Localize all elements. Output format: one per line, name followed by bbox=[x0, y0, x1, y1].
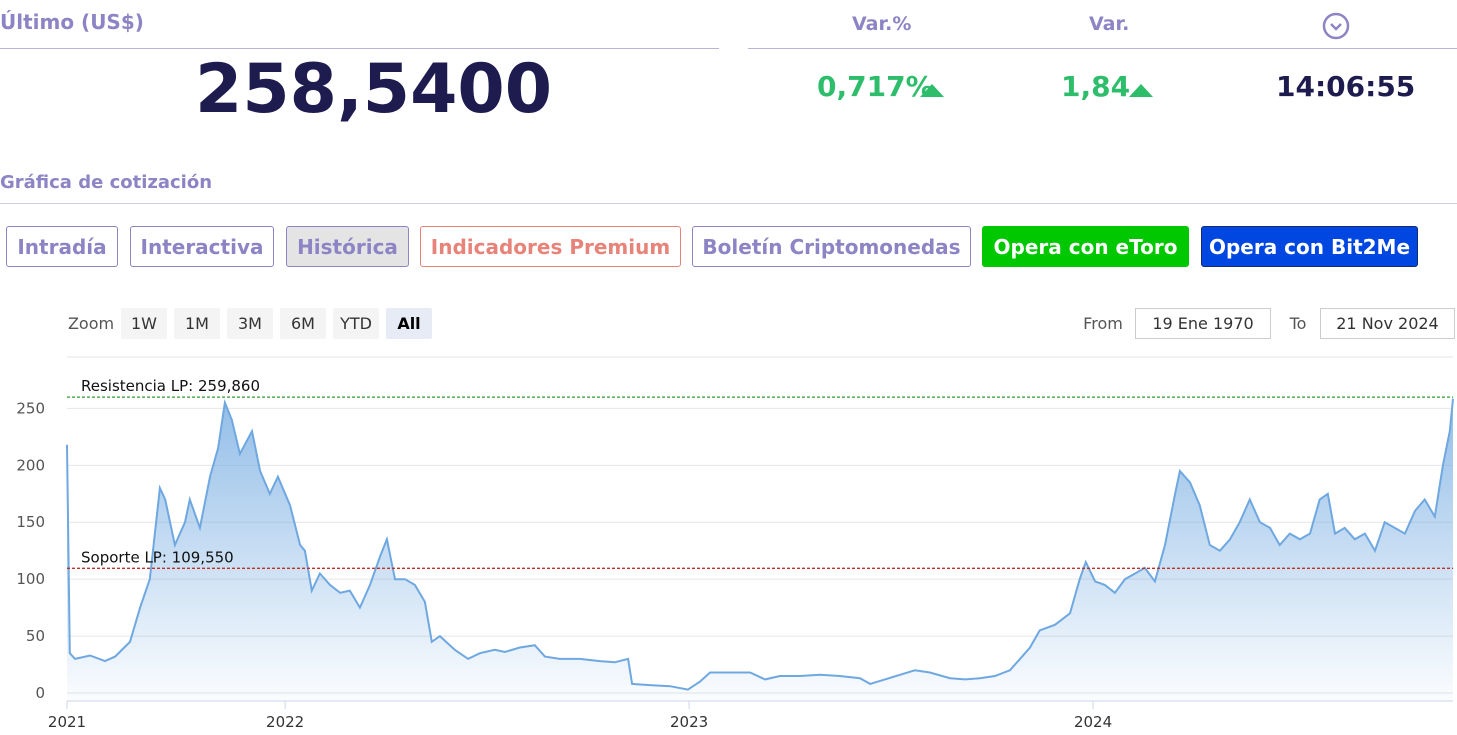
change-pct: 0,717% bbox=[817, 70, 934, 103]
up-arrow bbox=[920, 84, 944, 97]
change: 1,84 bbox=[1061, 70, 1131, 103]
up-arrow bbox=[1129, 84, 1153, 97]
zoom-button[interactable]: 6M bbox=[280, 308, 326, 339]
zoom-button[interactable]: 1W bbox=[121, 308, 167, 339]
level-label: Resistencia LP: 259,860 bbox=[81, 377, 260, 395]
last-label: Último (US$) bbox=[0, 10, 144, 34]
x-tick-label: 2024 bbox=[1074, 713, 1112, 731]
tab[interactable]: Opera con eToro bbox=[982, 226, 1189, 267]
y-tick-label: 150 bbox=[16, 513, 45, 531]
x-tick-label: 2022 bbox=[266, 713, 304, 731]
divider bbox=[0, 48, 719, 49]
change-label: Var. bbox=[1089, 13, 1130, 35]
from-input[interactable]: 19 Ene 1970 bbox=[1135, 308, 1271, 339]
time: 14:06:55 bbox=[1276, 70, 1416, 103]
y-tick-label: 200 bbox=[16, 456, 45, 474]
chart: 0 50 100 150 200 250 2021 2022 2023 2024 Resistenc… bbox=[16, 356, 1454, 731]
zoom-button[interactable]: 3M bbox=[227, 308, 273, 339]
y-tick-label: 50 bbox=[26, 627, 45, 645]
y-tick-label: 250 bbox=[16, 399, 45, 417]
change-pct-label: Var.% bbox=[852, 13, 912, 35]
level-label: Soporte LP: 109,550 bbox=[81, 548, 234, 566]
section-title: Gráfica de cotización bbox=[0, 172, 213, 193]
tab[interactable]: Interactiva bbox=[130, 226, 274, 267]
divider bbox=[748, 48, 1457, 49]
y-tick-label: 0 bbox=[35, 684, 45, 702]
to-label: To bbox=[1289, 314, 1307, 333]
tab[interactable]: Boletín Criptomonedas bbox=[692, 226, 971, 267]
zoom-label: Zoom bbox=[67, 314, 115, 333]
zoom-button[interactable]: 1M bbox=[174, 308, 220, 339]
tab[interactable]: Intradía bbox=[6, 226, 118, 267]
area-fill bbox=[67, 398, 1453, 701]
tab[interactable]: Opera con Bit2Me bbox=[1201, 226, 1418, 267]
clock-icon bbox=[1322, 12, 1350, 40]
last-value: 258,5400 bbox=[195, 50, 553, 129]
x-tick-label: 2021 bbox=[48, 713, 86, 731]
zoom-button[interactable]: YTD bbox=[333, 308, 379, 339]
to-input[interactable]: 21 Nov 2024 bbox=[1320, 308, 1455, 339]
area-line bbox=[66, 398, 1454, 691]
from-label: From bbox=[1083, 314, 1123, 333]
x-tick-label: 2023 bbox=[670, 713, 708, 731]
tab[interactable]: Histórica bbox=[286, 226, 409, 267]
divider bbox=[0, 203, 1457, 204]
y-tick-label: 100 bbox=[16, 570, 45, 588]
tab[interactable]: Indicadores Premium bbox=[420, 226, 681, 267]
zoom-button[interactable]: All bbox=[386, 308, 432, 339]
